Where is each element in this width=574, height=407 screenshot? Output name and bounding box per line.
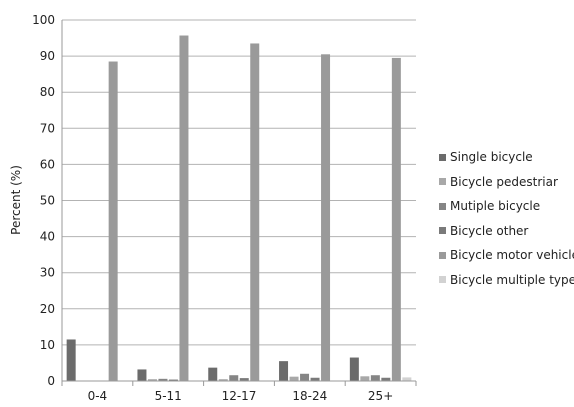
legend-label: Bicycle multiple types	[450, 272, 574, 287]
bars	[66, 35, 412, 382]
y-tick-label: 100	[32, 13, 55, 27]
bar	[229, 375, 239, 381]
bar	[360, 376, 370, 381]
x-tick-label: 18-24	[292, 389, 327, 403]
y-tick-label: 50	[40, 194, 55, 208]
legend-label: Bicycle pedestriar	[450, 174, 558, 189]
bar	[108, 61, 118, 381]
y-tick-label: 20	[40, 302, 55, 316]
y-tick-label: 90	[40, 49, 55, 63]
bar	[66, 339, 76, 381]
bar	[370, 375, 380, 381]
x-tick-label: 25+	[368, 389, 393, 403]
y-tick-label: 70	[40, 121, 55, 135]
y-axis-label: Percent (%)	[9, 165, 23, 235]
bar	[321, 54, 331, 382]
bar	[250, 43, 260, 382]
legend-swatch	[439, 178, 446, 186]
legend-item: Bicycle multiple types	[439, 268, 574, 293]
y-tick-label: 10	[40, 338, 55, 352]
gridlines	[62, 19, 416, 346]
x-tick-label: 12-17	[222, 389, 257, 403]
bar	[300, 373, 310, 381]
legend-label: Bicycle motor vehicle	[450, 248, 574, 263]
bar	[218, 379, 228, 381]
legend-swatch	[439, 227, 446, 235]
legend-label: Mutiple bicycle	[450, 199, 541, 214]
bar	[349, 357, 359, 381]
y-tick-labels: 0 10 20 30 40 50 60 70 80 90 100	[32, 13, 55, 388]
legend-swatch	[439, 276, 446, 284]
bar	[168, 379, 178, 381]
y-tick-label: 80	[40, 85, 55, 99]
legend-swatch	[439, 251, 446, 259]
legend-label: Bicycle other	[450, 223, 529, 238]
x-tick-label: 0-4	[88, 389, 108, 403]
bar	[179, 35, 189, 381]
legend-swatch	[439, 153, 446, 161]
bar	[147, 379, 157, 381]
y-tick-label: 40	[40, 230, 55, 244]
bar	[158, 378, 168, 381]
legend-item: Bicycle pedestriar	[439, 170, 574, 195]
legend-swatch	[439, 202, 446, 210]
bar	[208, 367, 218, 381]
axes	[61, 20, 417, 386]
bar	[137, 369, 147, 381]
bar	[391, 57, 401, 381]
bar	[279, 361, 289, 381]
legend-item: Bicycle motor vehicle	[439, 243, 574, 268]
legend-item: Single bicycle	[439, 145, 574, 170]
legend-label: Single bicycle	[450, 150, 533, 165]
y-tick-label: 0	[47, 374, 55, 388]
legend: Single bicycle Bicycle pedestriar Mutiple …	[439, 145, 574, 292]
y-tick-label: 30	[40, 266, 55, 280]
x-tick-labels: 0-4 5-11 12-17 18-24 25+	[88, 389, 394, 403]
x-tick-label: 5-11	[155, 389, 182, 403]
bar	[289, 376, 299, 381]
bar	[310, 377, 320, 381]
y-tick-label: 60	[40, 157, 55, 171]
legend-item: Mutiple bicycle	[439, 194, 574, 219]
bar	[381, 377, 391, 381]
bar	[239, 378, 249, 381]
bar	[402, 377, 412, 381]
legend-item: Bicycle other	[439, 219, 574, 244]
